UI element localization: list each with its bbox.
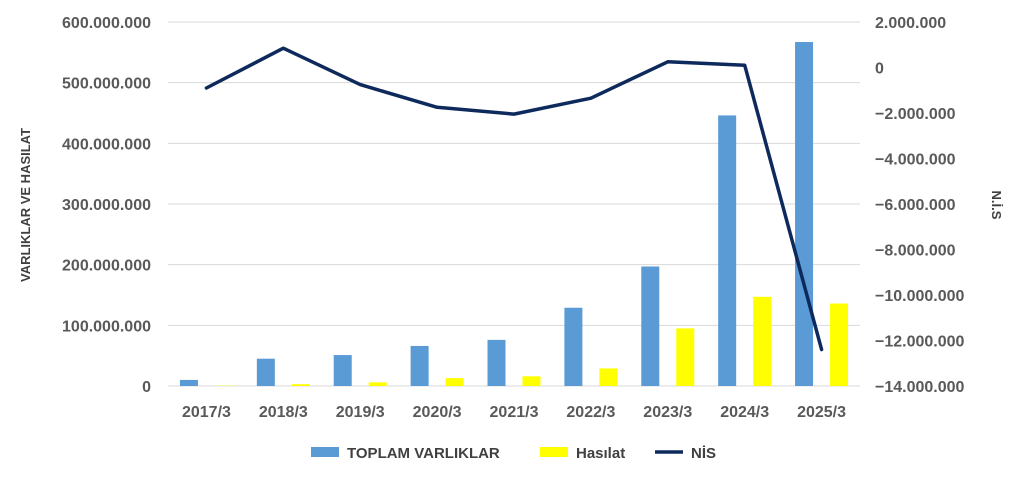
y2-tick-label: −8.000.000 — [875, 243, 956, 260]
x-tick-label: 2024/3 — [720, 404, 769, 421]
y2-tick-label: 2.000.000 — [875, 15, 946, 32]
legend-label: TOPLAM VARLIKLAR — [347, 445, 500, 462]
legend-swatch — [311, 447, 339, 457]
bar — [179, 379, 198, 386]
bar — [564, 307, 583, 386]
y2-axis-ticks: −14.000.000 −12.000.000 −10.000.000 −8.000.… — [875, 15, 965, 396]
y-tick-label: 0 — [142, 379, 151, 396]
gridlines — [168, 21, 860, 387]
bar — [522, 376, 541, 386]
y-tick-label: 200.000.000 — [62, 258, 151, 275]
series-line — [204, 46, 824, 352]
bar — [410, 345, 429, 386]
y2-tick-label: −10.000.000 — [875, 288, 965, 305]
y2-tick-label: −6.000.000 — [875, 197, 956, 214]
y-tick-label: 300.000.000 — [62, 197, 151, 214]
x-tick-label: 2018/3 — [259, 404, 308, 421]
bar — [599, 368, 618, 386]
y-tick-label: 400.000.000 — [62, 136, 151, 153]
y2-tick-label: −12.000.000 — [875, 334, 965, 351]
y-tick-label: 600.000.000 — [62, 15, 151, 32]
bar — [445, 378, 464, 386]
x-tick-label: 2022/3 — [566, 404, 615, 421]
y2-axis-title: N.İ.S — [989, 191, 1004, 220]
bar — [487, 339, 506, 386]
bar — [256, 358, 275, 386]
bar — [368, 382, 387, 386]
x-axis-ticks: 2017/3 2018/3 2019/3 2020/3 2021/3 2022/3 2023… — [182, 404, 846, 421]
legend-label: NİS — [691, 445, 716, 462]
bar — [291, 384, 310, 386]
bar — [753, 296, 772, 386]
y-tick-label: 100.000.000 — [62, 318, 151, 335]
x-tick-label: 2025/3 — [797, 404, 846, 421]
x-tick-label: 2023/3 — [643, 404, 692, 421]
bar — [333, 355, 352, 386]
y2-tick-label: 0 — [875, 61, 884, 78]
y-axis-title: VARLIKLAR VE HASILAT — [18, 128, 33, 282]
line-series — [204, 46, 824, 352]
bar — [641, 266, 660, 386]
bar — [795, 42, 814, 387]
bar — [830, 303, 849, 386]
bars — [179, 42, 849, 387]
bar — [718, 115, 737, 386]
y2-tick-label: −2.000.000 — [875, 106, 956, 123]
y2-tick-label: −4.000.000 — [875, 152, 956, 169]
legend-swatch — [540, 447, 568, 457]
x-tick-label: 2017/3 — [182, 404, 231, 421]
y-tick-label: 500.000.000 — [62, 76, 151, 93]
x-tick-label: 2020/3 — [413, 404, 462, 421]
bar — [676, 328, 695, 386]
legend: TOPLAM VARLIKLAR Hasılat NİS — [311, 445, 716, 462]
x-tick-label: 2021/3 — [490, 404, 539, 421]
y2-tick-label: −14.000.000 — [875, 379, 965, 396]
x-tick-label: 2019/3 — [336, 404, 385, 421]
y-axis-ticks: 0 100.000.000 200.000.000 300.000.000 400.00… — [62, 15, 151, 396]
legend-label: Hasılat — [576, 445, 625, 462]
